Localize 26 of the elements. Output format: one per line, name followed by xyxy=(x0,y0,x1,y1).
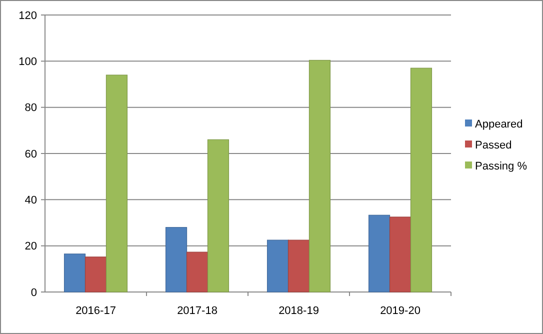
legend-label: Passed xyxy=(475,139,512,152)
y-tick-label: 100 xyxy=(18,56,37,68)
legend-label: Passing % xyxy=(475,160,528,172)
y-tick-label: 120 xyxy=(18,10,37,22)
bar xyxy=(106,74,128,292)
x-tick-label: 2017-18 xyxy=(177,305,218,317)
y-tick-label: 60 xyxy=(24,148,37,160)
legend-label: Appeared xyxy=(475,118,523,130)
bar xyxy=(84,256,107,292)
bar xyxy=(389,216,412,292)
bar xyxy=(165,227,188,292)
bar xyxy=(186,252,208,292)
bar xyxy=(266,240,289,292)
y-tick-label: 20 xyxy=(24,240,37,253)
y-tick-label: 0 xyxy=(30,286,37,299)
x-tick-label: 2016-17 xyxy=(76,305,116,317)
y-tick-label: 80 xyxy=(24,102,37,114)
bar xyxy=(368,214,390,292)
x-tick-label: 2018-19 xyxy=(278,305,319,317)
bar xyxy=(64,254,86,292)
y-tick-label: 40 xyxy=(24,194,37,207)
bar xyxy=(308,60,331,292)
bar xyxy=(410,68,432,292)
bar xyxy=(207,139,230,292)
bar xyxy=(288,240,310,292)
x-tick-label: 2019-20 xyxy=(380,305,420,317)
